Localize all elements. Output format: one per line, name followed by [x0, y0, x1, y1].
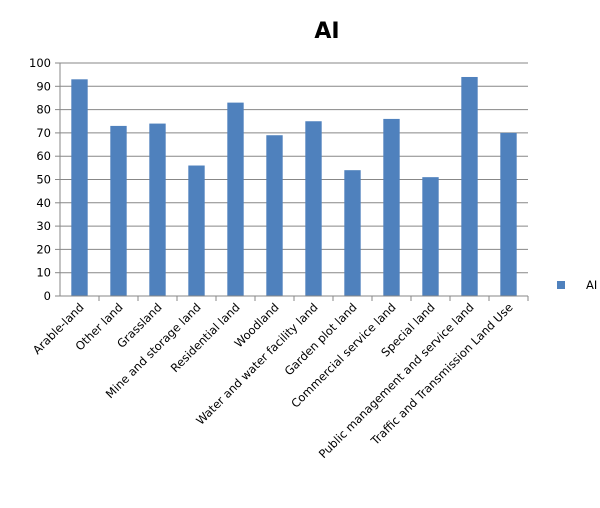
bar [500, 132, 517, 296]
bar [71, 79, 88, 296]
y-tick-label: 50 [36, 173, 51, 187]
x-tick-label: Residential land [168, 300, 243, 375]
y-tick-label: 10 [36, 266, 51, 280]
bar [110, 125, 127, 296]
bar [149, 123, 166, 296]
bar [227, 102, 244, 296]
y-axis: 0 10 20 30 40 50 60 70 80 90 100 [29, 56, 61, 303]
bar [383, 118, 400, 296]
y-tick-label: 40 [36, 196, 51, 210]
y-tick-label: 20 [36, 242, 51, 256]
y-tick-label: 100 [29, 56, 51, 70]
gridlines [60, 62, 528, 297]
y-tick-label: 0 [44, 289, 51, 303]
bars [71, 76, 517, 296]
bar [188, 165, 205, 296]
legend-label: AI [586, 278, 597, 292]
bar [461, 76, 478, 296]
legend-swatch [557, 281, 565, 289]
bar [422, 177, 439, 296]
bar [305, 121, 322, 296]
y-tick-label: 30 [36, 219, 51, 233]
y-tick-label: 90 [36, 79, 51, 93]
bar [344, 170, 361, 296]
chart-title: AI [314, 19, 339, 44]
y-tick-label: 70 [36, 126, 51, 140]
bar [266, 135, 283, 296]
x-tick-label: Garden plot land [282, 300, 360, 378]
x-tick-label: Traffic and Transmission Land Use [367, 300, 515, 448]
y-tick-label: 80 [36, 103, 51, 117]
legend: AI [557, 278, 597, 292]
y-tick-label: 60 [36, 149, 51, 163]
